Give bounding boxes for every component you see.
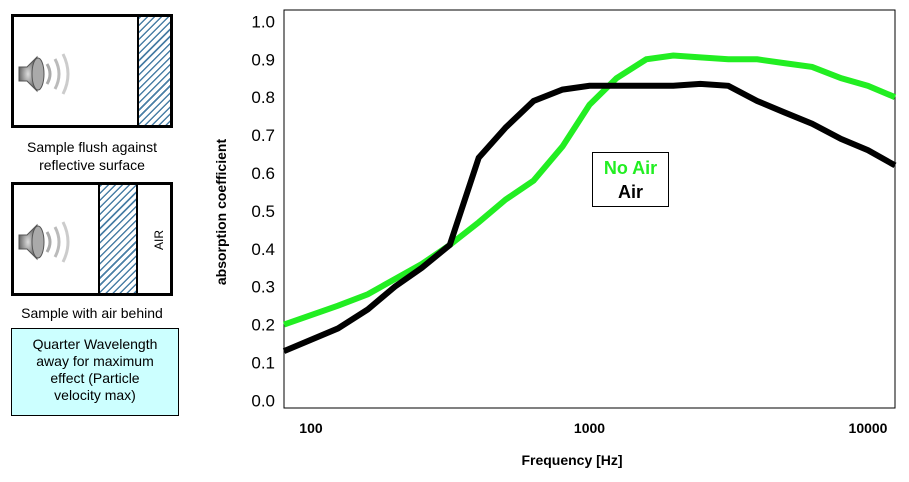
y-tick-label: 0.5 (251, 202, 275, 221)
quarter-wavelength-note: Quarter Wavelength away for maximum effe… (11, 328, 179, 416)
series-lines (282, 52, 897, 354)
speaker-icon (18, 221, 70, 263)
plot-area (283, 9, 896, 409)
absorber-sample-hatched (98, 185, 138, 293)
x-axis-title: Frequency [Hz] (521, 452, 622, 468)
air-gap-sample-diagram: AIR (11, 182, 173, 296)
y-tick-label: 0.3 (251, 278, 275, 297)
absorber-sample-hatched (137, 17, 170, 125)
y-tick-labels: 0.0 0.1 0.2 0.3 0.4 0.5 0.6 0.7 0.8 0.9 1.0 (251, 12, 275, 410)
y-tick-label: 0.2 (251, 316, 275, 335)
caption-air-behind: Sample with air behind (21, 305, 163, 321)
caption-flush: Sample flush against reflective surface (27, 139, 157, 173)
y-tick-label: 0.6 (251, 164, 275, 183)
y-tick-label: 0.0 (251, 391, 275, 410)
speaker-icon (18, 53, 70, 95)
x-tick-label: 100 (299, 420, 323, 436)
legend-entry-no-air: No Air (603, 158, 658, 178)
legend-entry-air: Air (617, 182, 643, 202)
y-tick-label: 0.8 (251, 88, 275, 107)
y-axis-title: absorption coefficient (213, 139, 229, 286)
y-tick-label: 0.7 (251, 126, 275, 145)
chart-legend: No Air Air (592, 152, 669, 207)
x-tick-labels: 100 1000 10000 (299, 420, 887, 436)
flush-sample-diagram (11, 14, 173, 128)
series-line-no-air (283, 52, 897, 328)
y-tick-label: 1.0 (251, 12, 275, 31)
x-tick-label: 10000 (849, 420, 888, 436)
x-tick-label: 1000 (574, 420, 605, 436)
y-tick-label: 0.1 (251, 354, 275, 373)
y-tick-label: 0.4 (251, 240, 275, 259)
y-tick-label: 0.9 (251, 50, 275, 69)
series-line-air (282, 80, 897, 354)
